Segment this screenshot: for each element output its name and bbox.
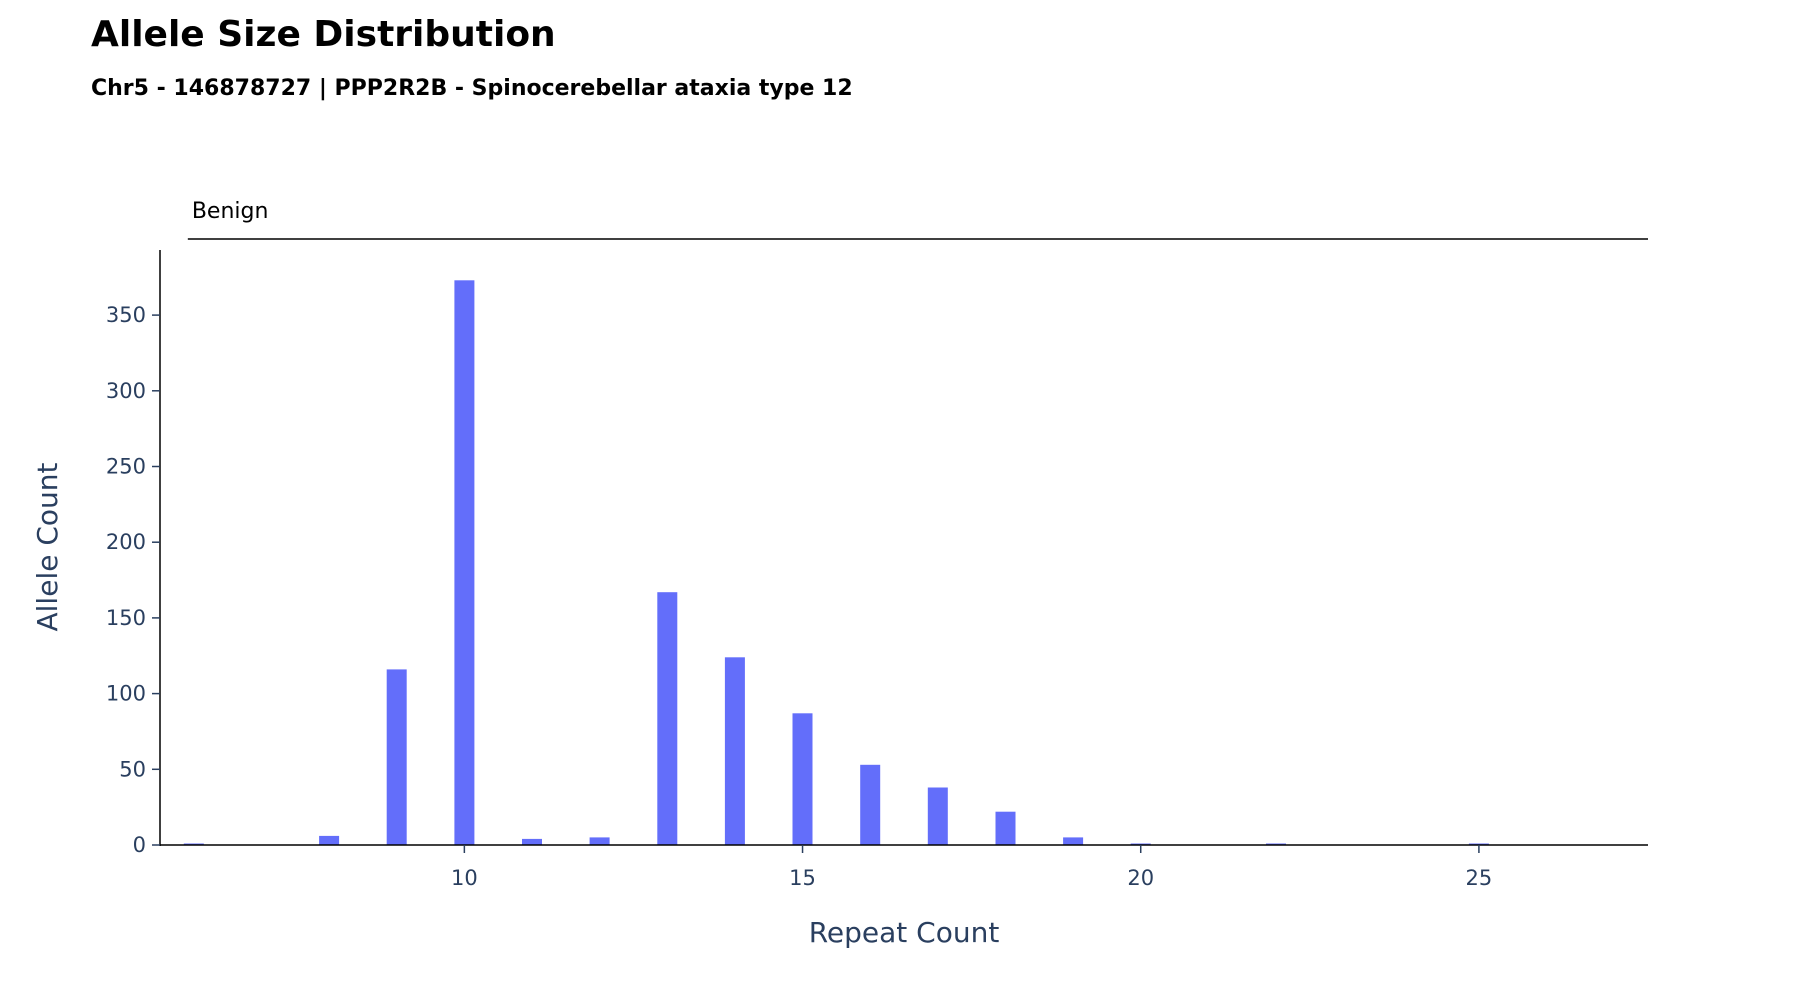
- y-tick-label: 250: [106, 455, 146, 479]
- bars-group: [183, 280, 1489, 845]
- range-label: Benign: [192, 199, 269, 224]
- y-axis-title: Allele Count: [31, 462, 64, 631]
- y-tick-label: 100: [106, 682, 146, 706]
- bar-11: [522, 838, 542, 845]
- y-tick-label: 0: [133, 833, 146, 857]
- bar-19: [1063, 837, 1084, 845]
- range-annotations: Benign: [187, 199, 1648, 240]
- y-tick-label: 50: [119, 757, 146, 781]
- bar-8: [319, 835, 340, 845]
- y-tick-label: 150: [106, 606, 146, 630]
- chart-subtitle: Chr5 - 146878727 | PPP2R2B - Spinocerebe…: [91, 76, 853, 101]
- y-tick-label: 200: [106, 530, 146, 554]
- x-tick-label: 10: [451, 866, 478, 890]
- y-tick-label: 300: [106, 379, 146, 403]
- bar-14: [724, 657, 745, 845]
- bar-13: [657, 592, 678, 845]
- bar-16: [860, 764, 881, 845]
- x-tick-label: 15: [789, 866, 816, 890]
- x-tick-label: 25: [1466, 866, 1493, 890]
- bar-17: [927, 787, 948, 845]
- y-tick-label: 350: [106, 303, 146, 327]
- axes-group: 0 50 100 150 200 250 300 350 10 15 20 25: [106, 250, 1648, 890]
- bar-12: [589, 837, 610, 845]
- x-tick-label: 20: [1127, 866, 1154, 890]
- bar-18: [995, 811, 1016, 845]
- bar-9: [386, 669, 407, 845]
- x-axis-title: Repeat Count: [809, 916, 1000, 949]
- bar-15: [792, 713, 813, 845]
- bar-10: [454, 280, 475, 845]
- chart-title: Allele Size Distribution: [91, 14, 556, 55]
